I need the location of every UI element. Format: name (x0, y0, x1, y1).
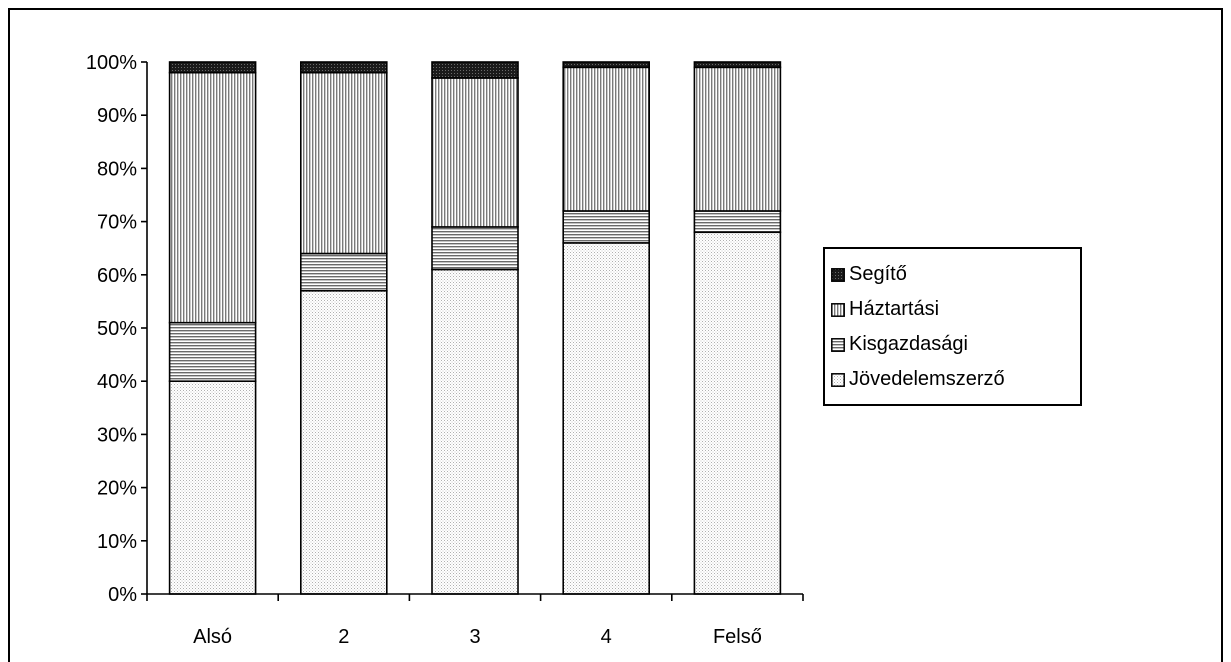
bar-segment-3-segito (431, 61, 519, 79)
bar-segment-felso-kisgazdasagi (693, 210, 782, 234)
x-tick-label: 3 (469, 626, 480, 648)
x-tick-label: 4 (601, 626, 612, 648)
bar-segment-felso-haztartasi (693, 66, 782, 212)
legend-item-jovedelemszerzo: Jövedelemszerző (825, 362, 1080, 397)
bar-segment-felso-segito (693, 61, 782, 69)
bar-segment-3-kisgazdasagi (431, 226, 519, 271)
bar-segment-felso-jovedelemszerzo (693, 231, 782, 595)
y-tick-label: 100% (86, 52, 137, 74)
bar-segment-4-haztartasi (562, 66, 651, 212)
bar-segment-4-jovedelemszerzo (562, 242, 651, 595)
y-tick-label: 80% (97, 158, 137, 180)
legend-label: Háztartási (849, 298, 940, 320)
bars-layer (168, 61, 782, 595)
legend-swatch (831, 337, 845, 352)
bar-segment-also-jovedelemszerzo (168, 380, 257, 595)
y-tick-label: 60% (97, 265, 137, 287)
legend-item-haztartasi: Háztartási (825, 292, 1080, 327)
bar-segment-2-segito (299, 61, 388, 74)
bar-segment-also-segito (168, 61, 257, 74)
bar-segment-3-jovedelemszerzo (431, 268, 519, 595)
x-tick-label: Felső (713, 626, 762, 648)
y-tick-label: 0% (108, 584, 137, 606)
legend-swatch (831, 302, 845, 317)
bar-segment-2-kisgazdasagi (299, 252, 388, 292)
bar-segment-3-haztartasi (431, 77, 519, 228)
chart-legend: Segítő Háztartási Kisgazdasági Jövedelemsze… (823, 247, 1082, 406)
x-tick-label: 2 (338, 626, 349, 648)
legend-item-kisgazdasagi: Kisgazdasági (825, 327, 1080, 362)
bar-segment-4-kisgazdasagi (562, 210, 651, 244)
y-tick-label: 40% (97, 371, 137, 393)
y-tick-label: 70% (97, 212, 137, 234)
bar-segment-2-haztartasi (299, 71, 388, 255)
y-tick-label: 30% (97, 424, 137, 446)
axes-layer (141, 61, 804, 601)
legend-item-segito: Segítő (825, 257, 1080, 292)
y-tick-label: 50% (97, 318, 137, 340)
bar-segment-2-jovedelemszerzo (299, 289, 388, 595)
y-tick-label: 90% (97, 105, 137, 127)
legend-label: Segítő (849, 263, 907, 285)
y-tick-label: 20% (97, 478, 137, 500)
legend-swatch (831, 372, 845, 387)
x-tick-label: Alsó (193, 626, 232, 648)
legend-swatch (831, 267, 845, 282)
bar-segment-also-haztartasi (168, 71, 257, 324)
bar-segment-also-kisgazdasagi (168, 321, 257, 382)
y-tick-label: 10% (97, 531, 137, 553)
legend-label: Kisgazdasági (849, 333, 968, 355)
bar-segment-4-segito (562, 61, 651, 69)
labels-layer: 0% 10% 20% 30% 40% 50% 60% 70% 80% 90% 100% Alsó 2 3 4… (86, 52, 762, 648)
legend-label: Jövedelemszerző (849, 368, 1005, 390)
